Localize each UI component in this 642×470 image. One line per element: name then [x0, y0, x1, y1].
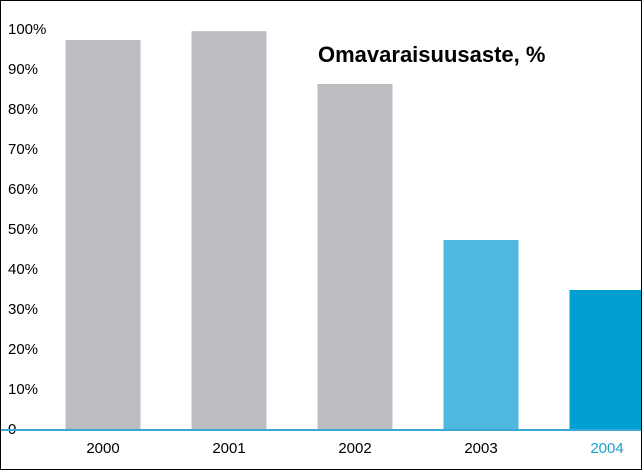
x-tick-label: 2001	[212, 440, 245, 457]
bar	[569, 290, 641, 430]
bar	[65, 40, 141, 430]
x-tick-label: 2000	[86, 440, 119, 457]
bar	[317, 84, 393, 430]
y-tick-label: 20%	[8, 341, 38, 358]
bar	[443, 240, 519, 430]
x-tick-label: 2003	[464, 440, 497, 457]
y-tick-label: 80%	[8, 101, 38, 118]
bar	[191, 31, 267, 430]
x-tick-label: 2002	[338, 440, 371, 457]
x-tick-label: 2004	[590, 440, 623, 457]
y-tick-label: 70%	[8, 141, 38, 158]
y-tick-label: 90%	[8, 61, 38, 78]
y-tick-label: 60%	[8, 181, 38, 198]
chart-title: Omavaraisuusaste, %	[318, 42, 545, 67]
plot-area	[65, 31, 641, 430]
y-tick-label: 30%	[8, 301, 38, 318]
y-tick-label: 40%	[8, 261, 38, 278]
y-tick-label: 10%	[8, 381, 38, 398]
y-tick-label: 50%	[8, 221, 38, 238]
y-tick-label: 100%	[8, 21, 46, 38]
